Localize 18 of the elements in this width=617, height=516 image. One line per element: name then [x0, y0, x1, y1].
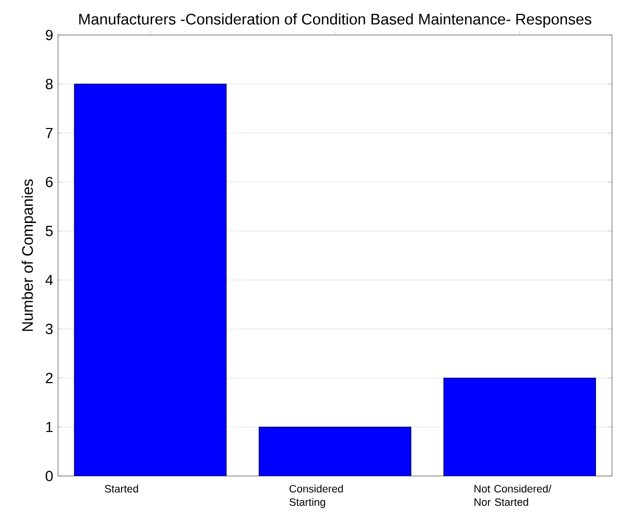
y-axis-title: Number of Companies	[22, 179, 36, 331]
x-tick-label: Started	[104, 484, 138, 493]
y-tick-label: 1	[46, 422, 53, 432]
y-tick-label: 9	[46, 30, 53, 40]
x-tick-label: Considered Starting	[289, 484, 343, 508]
y-tick-label: 0	[46, 470, 53, 482]
bar	[258, 426, 412, 476]
y-tick-label: 8	[46, 78, 53, 90]
y-tick-label: 6	[46, 176, 53, 188]
chart-title: Manufacturers -Consideration of Condition Based Maintenance- Responses	[79, 13, 592, 28]
bar	[443, 378, 596, 476]
y-tick-label: 7	[46, 128, 53, 138]
y-tick-label: 5	[46, 226, 53, 236]
y-tick-label: 2	[46, 372, 53, 384]
y-tick-label: 4	[45, 274, 53, 286]
x-tick-label: Not Considered/ Nor Started	[474, 484, 552, 506]
y-tick-label: 3	[46, 324, 53, 334]
bar	[74, 84, 227, 476]
